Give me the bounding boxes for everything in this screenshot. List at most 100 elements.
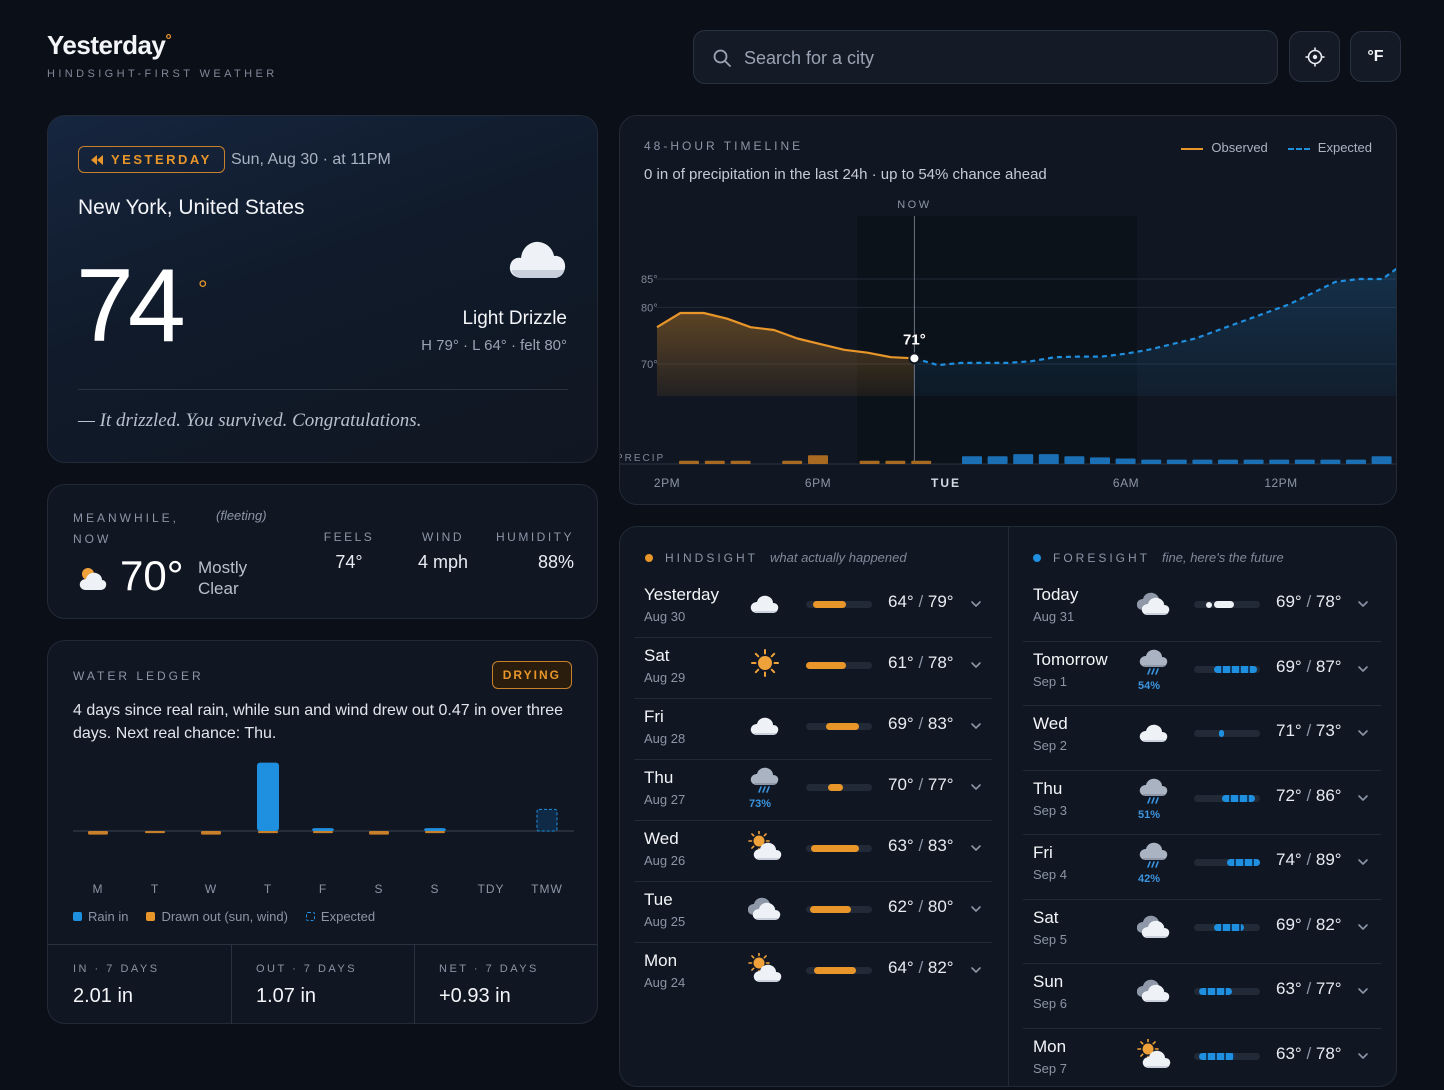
row-divider bbox=[1023, 834, 1381, 835]
temp-range-fill bbox=[1213, 665, 1258, 673]
precip-bar-observed bbox=[730, 460, 751, 464]
foresight-day-row[interactable]: Sat Sep 5 69° / 82° bbox=[1033, 900, 1381, 960]
precip-bar-expected bbox=[1371, 456, 1392, 464]
rain-cloud-icon bbox=[1139, 842, 1168, 868]
row-divider bbox=[634, 942, 992, 943]
y-tick-label: 80° bbox=[641, 302, 658, 314]
temp-range-fill bbox=[828, 784, 843, 791]
temp-high: 89° bbox=[1315, 850, 1342, 869]
now-condition: Mostly Clear bbox=[198, 558, 248, 598]
day-date: Aug 27 bbox=[644, 792, 686, 807]
ledger-title: WATER LEDGER bbox=[73, 669, 204, 683]
temp-range-fill bbox=[806, 662, 846, 669]
temp-high: 78° bbox=[1315, 592, 1342, 611]
precip-bar-observed bbox=[782, 460, 803, 464]
precip-bar-expected bbox=[1346, 459, 1366, 464]
chevron-down-icon[interactable] bbox=[969, 780, 983, 794]
precip-bar-expected bbox=[1013, 454, 1034, 464]
drawn-out-bar bbox=[145, 831, 165, 834]
chevron-down-icon[interactable] bbox=[1356, 855, 1370, 869]
x-tick-label: 6AM bbox=[1113, 476, 1139, 490]
chevron-down-icon[interactable] bbox=[969, 902, 983, 916]
hindsight-day-row[interactable]: Thu Aug 27 73% 70° / 77° bbox=[644, 760, 992, 820]
temp-range-bar bbox=[806, 906, 872, 913]
hindsight-day-row[interactable]: Mon Aug 24 64° / 82° bbox=[644, 943, 992, 1003]
precip-label: PRECIP bbox=[620, 453, 665, 464]
chevron-down-icon[interactable] bbox=[969, 597, 983, 611]
cloudy-icon bbox=[1137, 592, 1170, 615]
lists-separator bbox=[1008, 527, 1009, 1086]
partly-sunny-icon bbox=[748, 831, 782, 860]
day-date: Aug 25 bbox=[644, 914, 686, 929]
day-name: Sat bbox=[1033, 907, 1059, 927]
day-name: Thu bbox=[644, 768, 674, 787]
day-date: Aug 29 bbox=[644, 670, 686, 685]
day-date: Sep 7 bbox=[1033, 1060, 1067, 1076]
drawn-out-bar bbox=[369, 831, 389, 835]
drawn-out-bar bbox=[425, 831, 445, 834]
chevron-down-icon[interactable] bbox=[969, 658, 983, 672]
temp-range-text: 69° / 83° bbox=[888, 714, 954, 733]
ledger-col-sep bbox=[231, 945, 232, 1024]
temp-range-fill bbox=[1227, 859, 1260, 866]
foresight-day-row[interactable]: Today Aug 31 69° / 78° bbox=[1033, 577, 1381, 637]
day-name: Tue bbox=[644, 890, 673, 909]
chevron-down-icon[interactable] bbox=[969, 963, 983, 977]
ledger-day-label: S bbox=[374, 882, 384, 896]
locate-button[interactable] bbox=[1289, 31, 1340, 82]
chevron-down-icon[interactable] bbox=[1356, 984, 1370, 998]
foresight-day-row[interactable]: Thu Sep 3 51% 72° / 86° bbox=[1033, 771, 1381, 831]
precip-bar-expected bbox=[1218, 459, 1238, 464]
day-date: Sep 3 bbox=[1033, 802, 1067, 818]
now-label: NOW bbox=[897, 199, 931, 211]
precip-bar-expected bbox=[987, 456, 1008, 464]
chevron-down-icon[interactable] bbox=[1356, 920, 1370, 934]
temp-range-text: 74° / 89° bbox=[1276, 850, 1342, 869]
hindsight-day-row[interactable]: Fri Aug 28 69° / 83° bbox=[644, 699, 992, 759]
temp-low: 69° bbox=[888, 714, 914, 733]
search-box[interactable] bbox=[693, 30, 1278, 84]
legend-observed: Observed bbox=[1181, 140, 1268, 155]
foresight-day-row[interactable]: Fri Sep 4 42% 74° / 89° bbox=[1033, 835, 1381, 895]
day-date: Sep 2 bbox=[1033, 738, 1067, 753]
chevron-down-icon[interactable] bbox=[1356, 726, 1370, 740]
timeline-chart: 70° 80° 85° NOW 71° PRECIP 2PM 6PM TUE 6AM 12PM bbox=[620, 199, 1396, 490]
unit-toggle-button[interactable]: °F bbox=[1350, 31, 1401, 82]
foresight-day-row[interactable]: Wed Sep 2 71° / 73° bbox=[1033, 706, 1381, 766]
hindsight-day-row[interactable]: Yesterday Aug 30 64° / 79° bbox=[644, 577, 992, 637]
row-divider bbox=[1023, 898, 1381, 900]
temp-range-fill bbox=[1199, 988, 1233, 995]
ledger-summary: 4 days since real rain, while sun and wi… bbox=[73, 702, 564, 742]
precip-bar-observed bbox=[859, 460, 880, 464]
yesterday-pill[interactable]: YESTERDAY bbox=[78, 146, 225, 173]
day-name: Sat bbox=[644, 646, 670, 665]
ledger-divider bbox=[48, 944, 597, 945]
temp-high: 77° bbox=[927, 775, 954, 794]
x-tick-label: 6PM bbox=[805, 476, 831, 490]
hindsight-day-row[interactable]: Tue Aug 25 62° / 80° bbox=[644, 882, 992, 942]
hero-detail: H 79° · L 64° · felt 80° bbox=[421, 337, 567, 354]
cloudy-icon bbox=[748, 897, 781, 920]
row-divider bbox=[634, 637, 992, 638]
hindsight-day-row[interactable]: Sat Aug 29 61° / 78° bbox=[644, 638, 992, 698]
chevron-down-icon[interactable] bbox=[1356, 1049, 1370, 1063]
foresight-day-row[interactable]: Mon Sep 7 63° / 78° bbox=[1033, 1029, 1381, 1089]
search-input[interactable] bbox=[744, 43, 1244, 73]
temp-high: 83° bbox=[927, 714, 954, 733]
chevron-down-icon[interactable] bbox=[1356, 791, 1370, 805]
chevron-down-icon[interactable] bbox=[1356, 597, 1370, 611]
chevron-down-icon[interactable] bbox=[969, 841, 983, 855]
chevron-down-icon[interactable] bbox=[969, 719, 983, 733]
day-name: Fri bbox=[644, 707, 664, 726]
foresight-day-row[interactable]: Tomorrow Sep 1 54% 69° / 87° bbox=[1033, 642, 1381, 702]
sun-icon bbox=[751, 649, 779, 677]
day-name: Yesterday bbox=[644, 585, 719, 604]
temp-range-fill bbox=[813, 967, 857, 974]
foresight-day-row[interactable]: Sun Sep 6 63° / 77° bbox=[1033, 964, 1381, 1024]
now-marker bbox=[1205, 601, 1212, 608]
chevron-down-icon[interactable] bbox=[1356, 662, 1370, 676]
day-name: Wed bbox=[1033, 714, 1068, 733]
cloud-icon bbox=[750, 717, 779, 735]
ledger-day-label: T bbox=[150, 882, 160, 896]
hindsight-day-row[interactable]: Wed Aug 26 63° / 83° bbox=[644, 821, 992, 881]
